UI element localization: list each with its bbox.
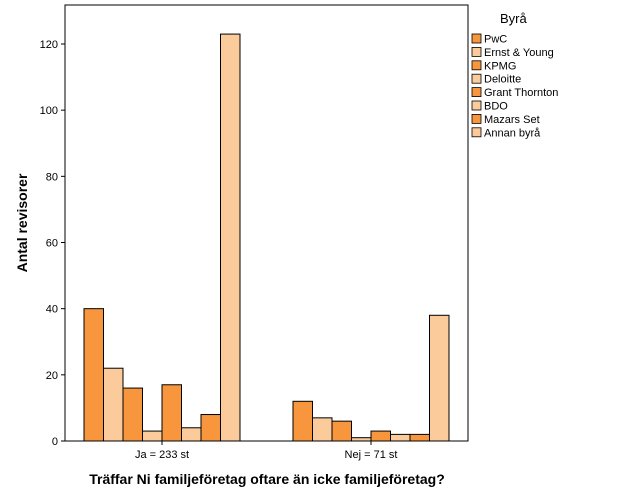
bar-grant-thornton-0 xyxy=(161,384,182,442)
bar-mazars-set-0 xyxy=(200,414,221,442)
bar-deloitte-1 xyxy=(351,437,372,442)
bars-group xyxy=(83,33,450,442)
y-tick-label: 60 xyxy=(46,238,58,250)
bar-kpmg-1 xyxy=(331,420,352,442)
x-axis-title: Träffar Ni familjeföretag oftare än icke… xyxy=(89,471,445,487)
plot-area xyxy=(64,4,469,442)
legend-label: Deloitte xyxy=(484,74,521,86)
legend-swatch xyxy=(471,87,482,97)
legend-label: PwC xyxy=(484,34,507,46)
bar-ernst-young-1 xyxy=(312,417,333,442)
bar-annan-byr--0 xyxy=(220,33,241,442)
bar-deloitte-0 xyxy=(142,430,163,442)
legend-swatch xyxy=(471,127,482,138)
x-axis-ticks: Ja = 233 st Nej = 71 st xyxy=(135,441,398,461)
x-tick-label: Ja = 233 st xyxy=(135,449,189,461)
bar-bdo-1 xyxy=(390,433,411,442)
bar-grant-thornton-1 xyxy=(370,430,391,442)
bar-annan-byr--1 xyxy=(429,314,450,442)
y-tick-label: 80 xyxy=(46,171,58,183)
legend-label: Grant Thornton xyxy=(484,87,558,99)
legend-swatch xyxy=(471,33,482,44)
legend-swatch xyxy=(471,100,482,111)
y-tick-label: 40 xyxy=(46,304,58,316)
bar-ernst-young-0 xyxy=(103,367,124,442)
legend-title: Byrå xyxy=(500,11,528,26)
bar-pwc-0 xyxy=(83,308,104,442)
y-tick-label: 100 xyxy=(40,105,58,117)
y-axis-ticks: 0 20 40 60 80 100 120 xyxy=(40,39,65,448)
legend-swatch xyxy=(471,60,482,71)
y-tick-label: 20 xyxy=(46,370,58,382)
legend-label: Annan byrå xyxy=(484,127,541,139)
legend-swatch xyxy=(471,114,482,124)
x-tick-label: Nej = 71 st xyxy=(345,449,398,461)
bar-mazars-set-1 xyxy=(409,433,430,442)
bar-kpmg-0 xyxy=(122,387,143,442)
legend-label: BDO xyxy=(484,101,508,113)
y-axis-title: Antal revisorer xyxy=(14,173,30,272)
bar-pwc-1 xyxy=(292,400,313,442)
legend-label: Mazars Set xyxy=(484,114,540,126)
legend-label: Ernst & Young xyxy=(484,47,554,59)
y-tick-label: 0 xyxy=(52,436,58,448)
y-tick-label: 120 xyxy=(40,39,58,51)
bar-bdo-0 xyxy=(181,427,202,442)
legend-label: KPMG xyxy=(484,60,516,72)
legend-swatch xyxy=(471,47,482,57)
legend-swatch xyxy=(471,73,482,84)
